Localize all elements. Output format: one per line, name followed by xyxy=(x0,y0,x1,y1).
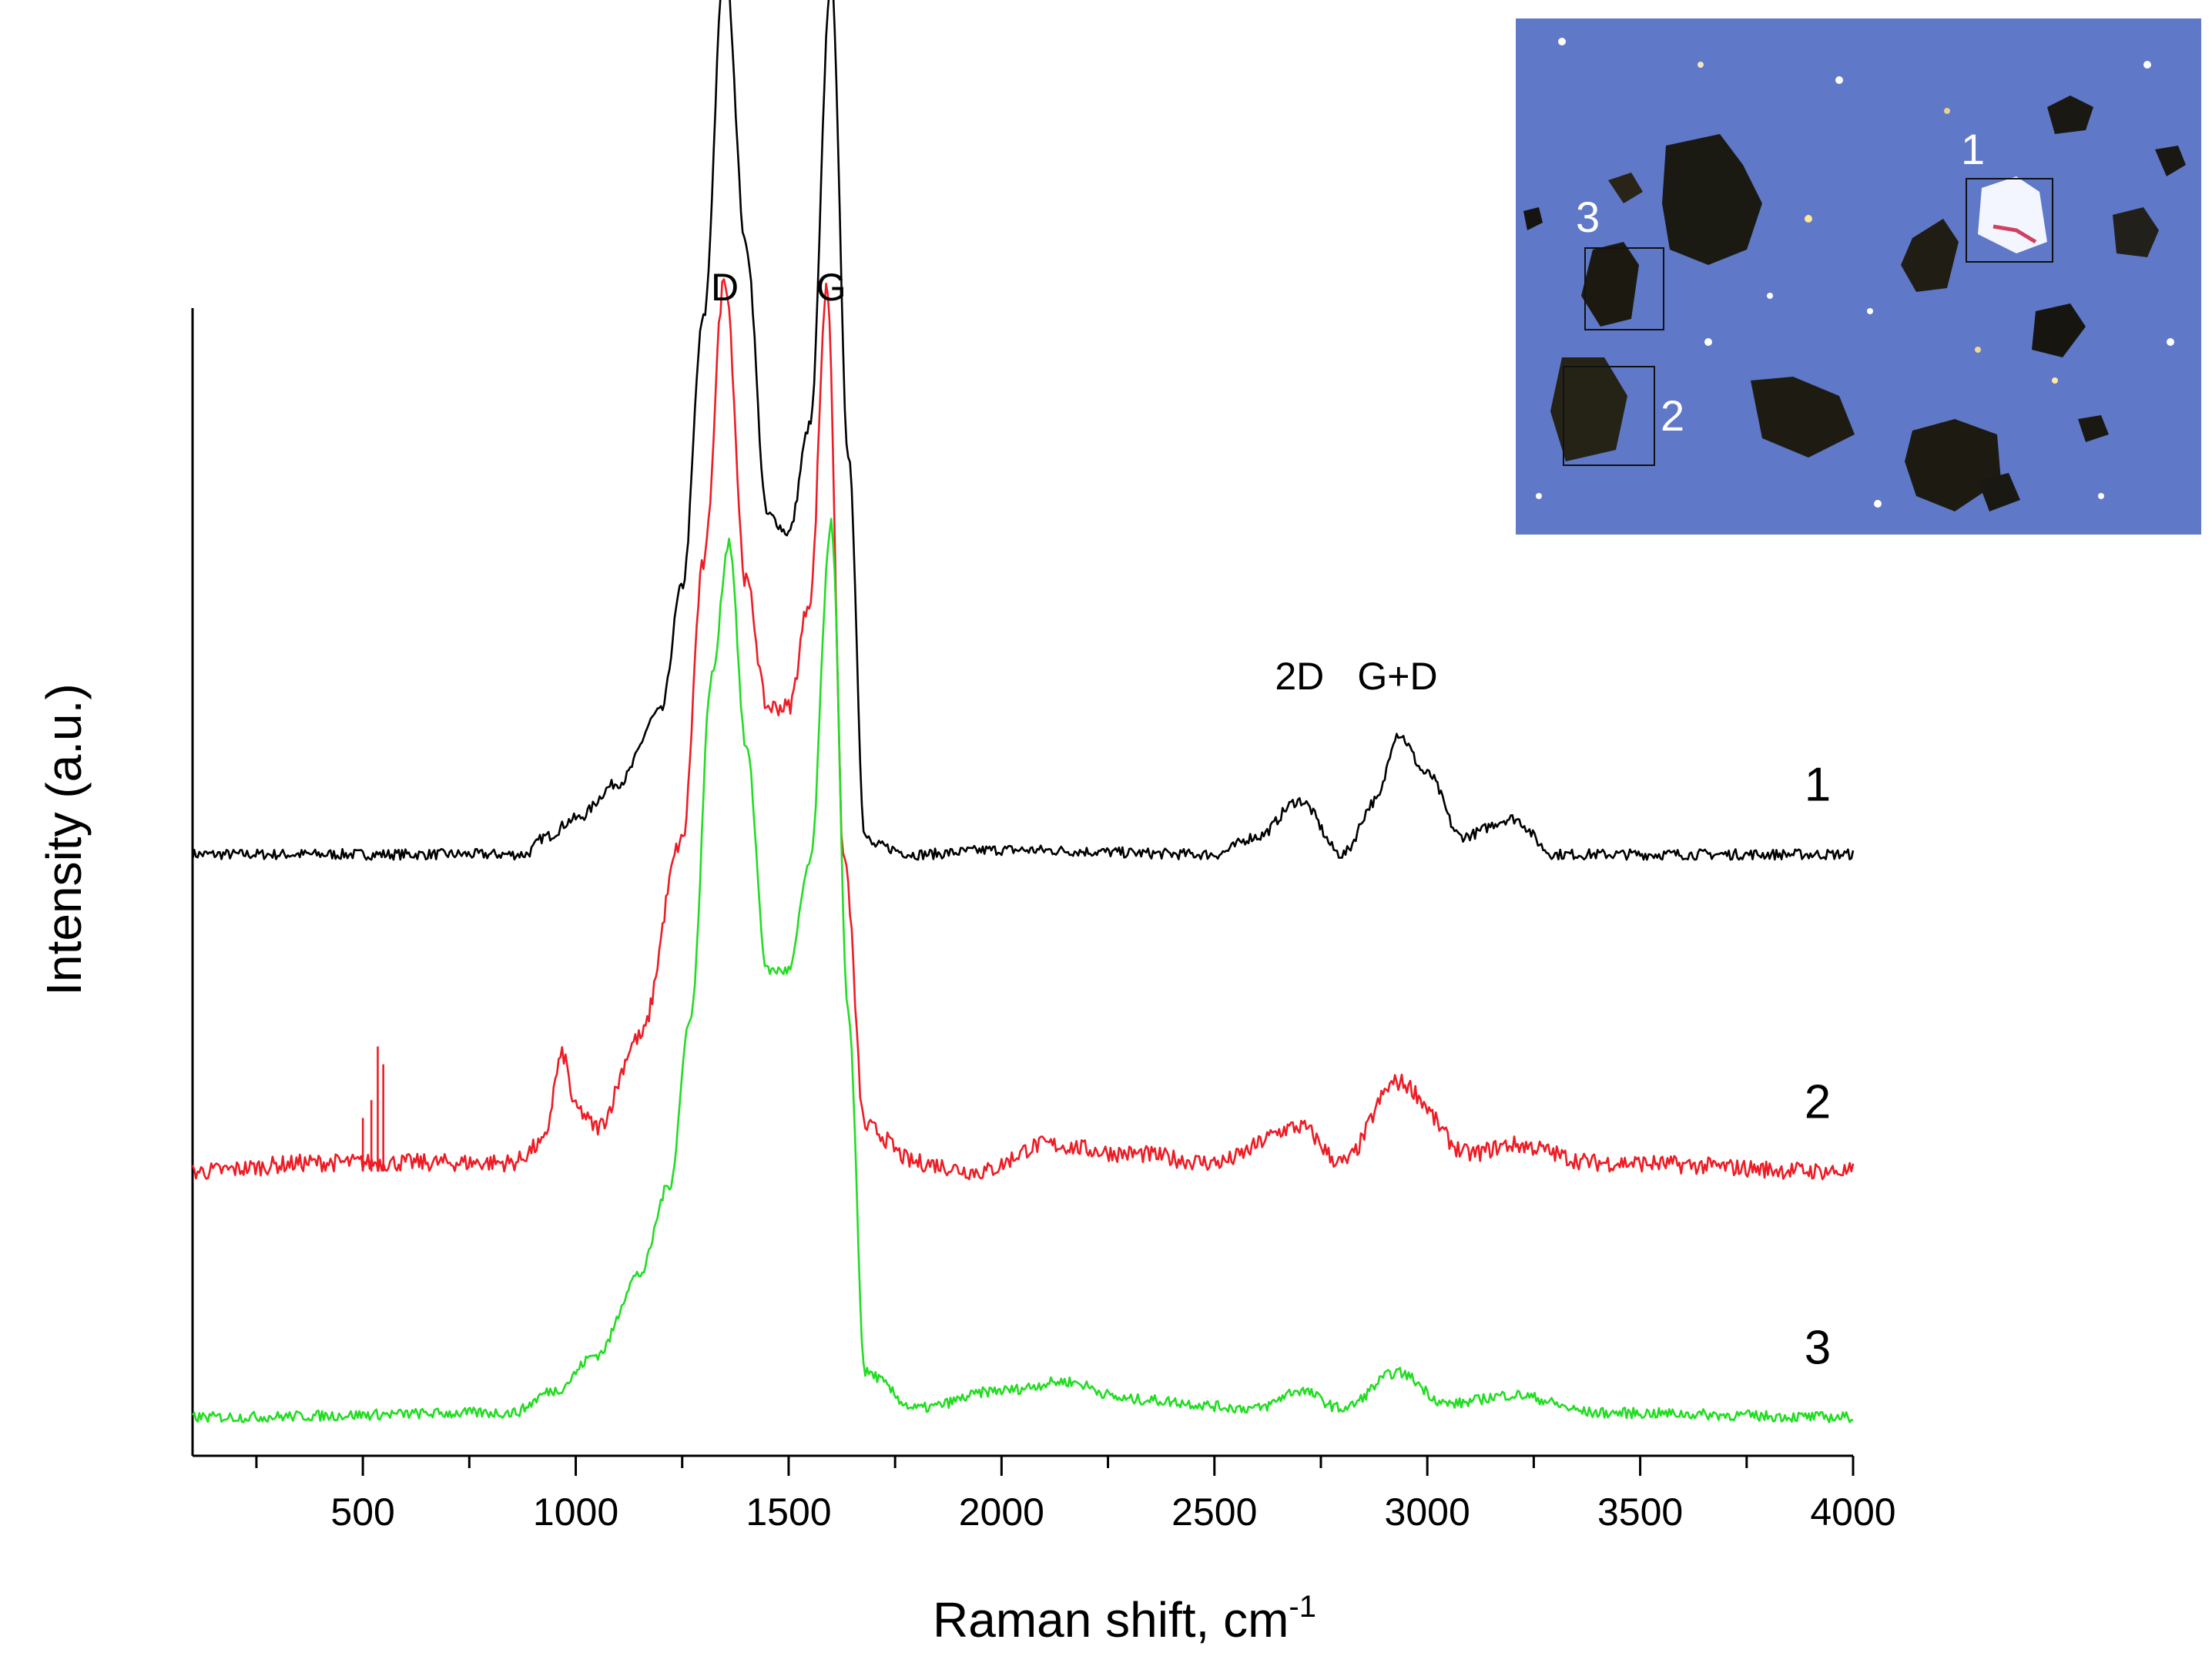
sample-box-1 xyxy=(1966,178,2053,263)
inset-label-1: 1 xyxy=(1961,125,1986,173)
inset-label-2: 2 xyxy=(1661,391,1685,440)
speck xyxy=(1835,76,1843,84)
spectra-series xyxy=(191,0,1855,1423)
speck xyxy=(1867,308,1873,314)
x-tick-label: 2000 xyxy=(959,1490,1044,1534)
spectrum-line-3 xyxy=(191,518,1854,1423)
x-tick-label: 1500 xyxy=(746,1490,831,1534)
peak-label-gplusd: G+D xyxy=(1357,655,1437,698)
peak-label-2d: 2D xyxy=(1275,655,1324,698)
bright-particle xyxy=(1978,176,2047,253)
y-axis-title: Intensity (a.u.) xyxy=(36,683,92,996)
speck xyxy=(1874,500,1882,508)
speck xyxy=(1558,38,1566,45)
spectrum-line-2 xyxy=(191,278,1855,1181)
particle xyxy=(1608,173,1643,203)
micrograph-particles xyxy=(1523,38,2186,511)
x-tick-label: 2500 xyxy=(1171,1490,1257,1534)
speck xyxy=(1944,108,1950,114)
speck xyxy=(2052,377,2058,384)
sample-box-2 xyxy=(1563,366,1655,466)
speck xyxy=(1767,293,1773,299)
particle xyxy=(2047,96,2093,134)
particle xyxy=(2113,207,2159,257)
x-tick-label: 1000 xyxy=(533,1490,618,1534)
x-tick-label: 3500 xyxy=(1597,1490,1683,1534)
particle xyxy=(1751,377,1855,458)
spectrum-line-1 xyxy=(191,0,1855,861)
peak-label-d: D xyxy=(711,266,739,309)
particle xyxy=(1901,219,1959,292)
speck xyxy=(2098,493,2104,499)
speck xyxy=(1704,338,1712,346)
inset-label-3: 3 xyxy=(1576,193,1600,241)
x-axis-title: Raman shift, cm-1 xyxy=(933,1590,1316,1648)
particle xyxy=(1581,242,1639,327)
particle xyxy=(1978,473,2020,511)
annotations: 1 2 3 D G 2D G+D xyxy=(711,266,1831,1374)
particle xyxy=(1523,207,1543,230)
series-label-2: 2 xyxy=(1805,1075,1831,1128)
series-label-3: 3 xyxy=(1805,1321,1831,1374)
speck xyxy=(1698,62,1704,68)
particle xyxy=(2155,146,2186,176)
micrograph-inset: 1 2 3 xyxy=(1516,18,2201,535)
speck xyxy=(2143,61,2151,69)
particle xyxy=(1662,134,1762,265)
x-tick-label: 3000 xyxy=(1385,1490,1470,1534)
particle xyxy=(1550,357,1627,461)
particle xyxy=(1905,419,2001,511)
speck xyxy=(2167,338,2174,346)
particle xyxy=(2078,415,2109,442)
axes: 500 1000 1500 2000 2500 3000 3500 4000 xyxy=(191,308,1896,1534)
x-axis-title-superscript: -1 xyxy=(1289,1590,1316,1624)
speck xyxy=(1805,215,1812,223)
peak-label-g: G xyxy=(816,266,846,309)
bright-particle-streak xyxy=(1992,224,2037,244)
speck xyxy=(1975,347,1981,353)
series-label-1: 1 xyxy=(1805,759,1831,812)
sample-box-3 xyxy=(1584,247,1664,330)
speck xyxy=(1536,493,1542,499)
x-tick-label: 500 xyxy=(330,1490,394,1534)
x-tick-label: 4000 xyxy=(1810,1490,1895,1534)
particle xyxy=(2032,303,2086,357)
